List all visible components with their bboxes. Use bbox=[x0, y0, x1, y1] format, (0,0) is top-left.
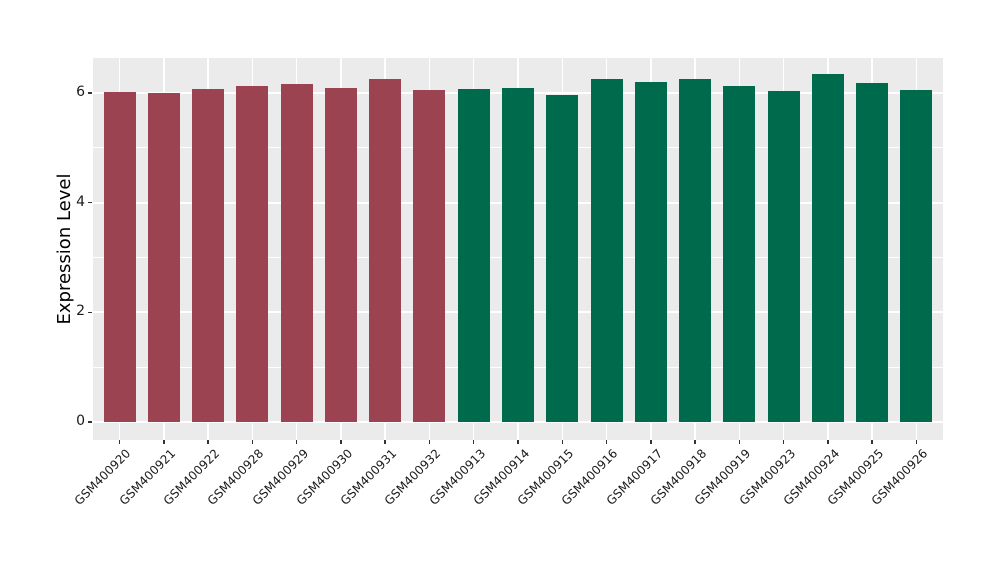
bar-GSM400929 bbox=[280, 83, 313, 422]
y-tick-mark bbox=[88, 311, 92, 314]
x-tick-mark bbox=[118, 440, 121, 444]
y-tick-label: 2 bbox=[76, 303, 85, 320]
y-tick-mark bbox=[88, 201, 92, 204]
x-tick-mark bbox=[517, 440, 519, 444]
bar-GSM400920 bbox=[103, 91, 136, 422]
x-tick-mark bbox=[605, 440, 608, 444]
bar-GSM400919 bbox=[723, 85, 756, 422]
x-tick-mark bbox=[871, 440, 873, 444]
bar-GSM400922 bbox=[192, 89, 225, 422]
bar-GSM400914 bbox=[502, 87, 534, 422]
x-tick-mark bbox=[207, 440, 209, 444]
y-tick-mark bbox=[88, 421, 92, 423]
x-tick-mark bbox=[251, 440, 254, 444]
x-tick-mark bbox=[163, 440, 165, 444]
x-tick-mark bbox=[738, 440, 741, 444]
bar-GSM400921 bbox=[147, 92, 180, 422]
bar-GSM400926 bbox=[900, 89, 933, 422]
x-tick-mark bbox=[428, 440, 431, 444]
x-tick-mark bbox=[827, 440, 829, 444]
bar-GSM400917 bbox=[634, 82, 667, 422]
bar-GSM400915 bbox=[546, 95, 579, 422]
y-tick-label: 6 bbox=[76, 84, 85, 101]
bar-GSM400923 bbox=[767, 90, 800, 422]
bar-GSM400930 bbox=[324, 88, 357, 422]
y-tick-label: 4 bbox=[76, 193, 85, 210]
bar-GSM400928 bbox=[236, 85, 269, 422]
bar-GSM400925 bbox=[856, 82, 889, 422]
bar-GSM400932 bbox=[413, 90, 446, 422]
x-tick-mark bbox=[472, 440, 475, 444]
x-tick-mark bbox=[915, 440, 918, 444]
x-tick-mark bbox=[340, 440, 342, 444]
x-tick-mark bbox=[384, 440, 386, 444]
x-tick-mark bbox=[694, 440, 696, 444]
x-tick-mark bbox=[561, 440, 564, 444]
bar-GSM400913 bbox=[457, 88, 490, 422]
x-tick-mark bbox=[782, 440, 785, 444]
bar-GSM400924 bbox=[811, 73, 844, 422]
x-tick-mark bbox=[650, 440, 652, 444]
plot-panel bbox=[93, 58, 943, 440]
bar-GSM400931 bbox=[369, 79, 402, 422]
y-axis-title: Expression Level bbox=[54, 173, 75, 325]
bar-GSM400918 bbox=[679, 79, 712, 422]
bar-GSM400916 bbox=[590, 79, 623, 422]
x-tick-mark bbox=[295, 440, 298, 444]
y-tick-mark bbox=[88, 92, 92, 94]
y-tick-label: 0 bbox=[76, 412, 85, 429]
